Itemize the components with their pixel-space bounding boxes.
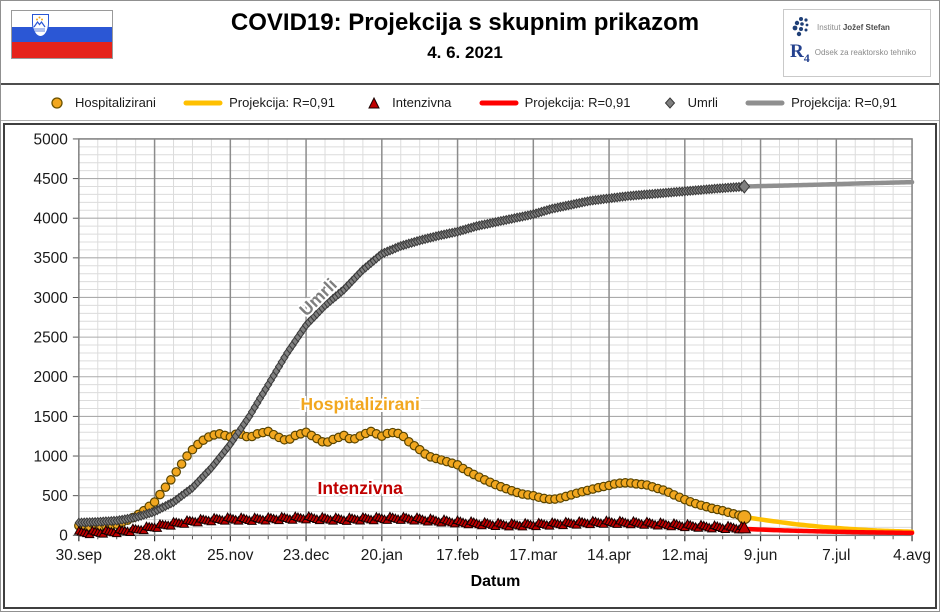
- svg-text:Datum: Datum: [471, 573, 521, 590]
- triangle-marker-icon: [368, 96, 380, 108]
- legend-label: Projekcija: R=0,91: [229, 95, 335, 110]
- legend-item: Projekcija: R=0,91: [183, 95, 335, 110]
- svg-text:0: 0: [59, 528, 68, 545]
- legend-item: Projekcija: R=0,91: [745, 95, 897, 110]
- svg-text:1500: 1500: [33, 409, 67, 426]
- svg-text:3000: 3000: [33, 290, 67, 307]
- svg-text:500: 500: [42, 488, 68, 505]
- svg-text:5000: 5000: [33, 131, 67, 148]
- svg-text:12.maj: 12.maj: [662, 547, 708, 564]
- svg-text:4000: 4000: [33, 211, 67, 228]
- svg-text:2000: 2000: [33, 369, 67, 386]
- institute-logo: Institut Jožef Stefan R4 Odsek za reakto…: [783, 9, 931, 77]
- department-name: Odsek za reaktorsko tehniko: [814, 48, 917, 58]
- series-label-intenzivna: Intenzivna: [318, 478, 404, 498]
- svg-text:20.jan: 20.jan: [361, 547, 403, 564]
- institute-name: Institut Jožef Stefan: [817, 22, 890, 32]
- line-marker-icon: [479, 100, 519, 105]
- flag-stripe-red: [12, 42, 112, 58]
- legend-item: Projekcija: R=0,91: [479, 95, 631, 110]
- legend-label: Umrli: [687, 95, 718, 110]
- svg-text:1000: 1000: [33, 448, 67, 465]
- legend-label: Hospitalizirani: [75, 95, 156, 110]
- legend-item: Intenzivna: [362, 95, 451, 110]
- legend: Hospitalizirani Projekcija: R=0,91 Intenzi…: [1, 85, 939, 121]
- svg-text:9.jun: 9.jun: [744, 547, 778, 564]
- svg-text:7.jul: 7.jul: [822, 547, 850, 564]
- legend-label: Projekcija: R=0,91: [524, 95, 631, 110]
- header: COVID19: Projekcija s skupnim prikazom 4…: [1, 1, 939, 85]
- ijs-dots-icon: [792, 17, 809, 37]
- r4-logo: R4: [790, 41, 810, 65]
- legend-item: Umrli: [658, 95, 718, 110]
- projection-chart: 0 500 1000 1500 2000 2500 3000 3500 4000 4500 5000…: [33, 131, 931, 590]
- coat-of-arms-icon: [32, 14, 49, 37]
- slovenia-flag: [11, 10, 113, 59]
- chart-area: 0 500 1000 1500 2000 2500 3000 3500 4000 4500 5000…: [3, 123, 937, 609]
- page-title: COVID19: Projekcija s skupnim prikazom: [230, 9, 700, 36]
- svg-text:17.mar: 17.mar: [509, 547, 557, 564]
- circle-marker-icon: [51, 96, 63, 109]
- flag-stripe-blue: [12, 26, 112, 43]
- report-date: 4. 6. 2021: [427, 43, 503, 62]
- svg-text:25.nov: 25.nov: [207, 547, 254, 564]
- svg-text:4500: 4500: [33, 171, 67, 188]
- svg-text:3500: 3500: [33, 250, 67, 267]
- legend-label: Intenzivna: [392, 95, 452, 110]
- legend-label: Projekcija: R=0,91: [791, 95, 897, 110]
- diamond-marker-icon: [664, 96, 675, 109]
- series-label-hospitalizirani: Hospitalizirani: [301, 394, 420, 414]
- legend-item: Hospitalizirani: [45, 95, 156, 110]
- svg-text:17.feb: 17.feb: [436, 547, 479, 564]
- svg-text:4.avg: 4.avg: [893, 547, 931, 564]
- svg-text:30.sep: 30.sep: [56, 547, 102, 564]
- flag-stripe-white: [12, 11, 112, 27]
- svg-text:14.apr: 14.apr: [587, 547, 631, 564]
- line-marker-icon: [745, 100, 785, 105]
- svg-text:28.okt: 28.okt: [134, 547, 177, 564]
- svg-text:23.dec: 23.dec: [283, 547, 330, 564]
- line-marker-icon: [183, 100, 223, 105]
- svg-text:2500: 2500: [33, 330, 67, 347]
